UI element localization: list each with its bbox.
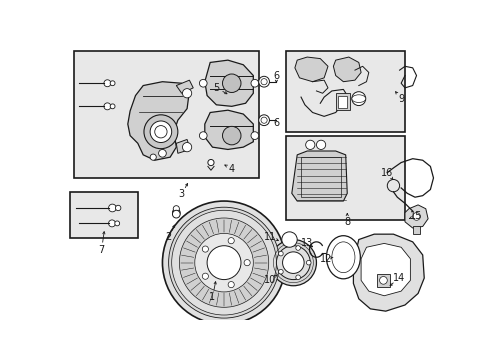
Text: 6: 6 [273, 71, 279, 81]
Ellipse shape [331, 242, 354, 273]
Bar [285, 136, 404, 220]
Text: 12: 12 [319, 254, 331, 264]
Circle shape [295, 275, 300, 280]
Circle shape [171, 210, 276, 315]
Text: 14: 14 [392, 273, 404, 283]
Circle shape [179, 218, 268, 307]
Circle shape [202, 273, 208, 279]
Circle shape [173, 206, 179, 212]
Circle shape [306, 260, 310, 265]
Polygon shape [333, 57, 360, 82]
Circle shape [282, 252, 304, 274]
Circle shape [222, 126, 241, 145]
Circle shape [110, 104, 115, 109]
Circle shape [276, 246, 310, 280]
Bar [376, 274, 389, 287]
Circle shape [108, 220, 115, 227]
Circle shape [227, 282, 234, 288]
Text: 2: 2 [165, 232, 171, 242]
Bar [74, 51, 258, 178]
Circle shape [162, 201, 285, 324]
Bar [337, 95, 346, 108]
Circle shape [305, 140, 314, 149]
Circle shape [244, 260, 250, 266]
Text: 4: 4 [228, 164, 234, 174]
Text: 1: 1 [209, 292, 215, 302]
Circle shape [270, 239, 316, 286]
Circle shape [194, 233, 253, 292]
Circle shape [172, 209, 180, 216]
Text: 6: 6 [273, 117, 279, 127]
Bar [301, 157, 341, 197]
Text: 7: 7 [98, 244, 104, 255]
Circle shape [154, 126, 167, 138]
Circle shape [412, 213, 420, 220]
Circle shape [258, 115, 269, 126]
Text: 13: 13 [301, 238, 313, 248]
Circle shape [379, 276, 386, 284]
Text: 15: 15 [409, 211, 422, 221]
Circle shape [115, 205, 121, 211]
Text: 8: 8 [344, 217, 349, 227]
Text: 5: 5 [213, 83, 219, 93]
Circle shape [150, 154, 156, 160]
Circle shape [150, 121, 171, 143]
Circle shape [261, 117, 266, 123]
Text: 10: 10 [264, 275, 276, 285]
Circle shape [351, 92, 365, 105]
Circle shape [250, 132, 258, 139]
Circle shape [108, 204, 116, 212]
Polygon shape [204, 110, 253, 149]
Bar [70, 192, 138, 238]
Circle shape [278, 251, 283, 256]
Circle shape [295, 246, 300, 250]
Circle shape [199, 132, 207, 139]
Polygon shape [412, 226, 420, 234]
Text: 11: 11 [264, 232, 276, 242]
Circle shape [250, 80, 258, 87]
Circle shape [227, 238, 234, 244]
Circle shape [182, 89, 191, 98]
Polygon shape [353, 234, 424, 311]
Circle shape [182, 143, 191, 152]
Circle shape [104, 103, 111, 110]
Bar [335, 93, 349, 110]
Circle shape [261, 78, 266, 85]
Circle shape [110, 81, 115, 86]
Circle shape [172, 210, 180, 218]
Circle shape [115, 221, 120, 226]
Polygon shape [404, 205, 427, 228]
Ellipse shape [326, 236, 360, 279]
Circle shape [104, 80, 111, 87]
Circle shape [199, 80, 207, 87]
Circle shape [258, 76, 269, 87]
Text: 3: 3 [178, 189, 184, 199]
Polygon shape [176, 139, 190, 153]
Circle shape [168, 207, 279, 318]
Circle shape [278, 269, 283, 274]
Circle shape [158, 149, 166, 157]
Polygon shape [176, 80, 193, 93]
Polygon shape [204, 60, 253, 106]
Polygon shape [127, 82, 189, 160]
Bar [285, 51, 404, 132]
Circle shape [202, 246, 208, 252]
Polygon shape [360, 243, 409, 296]
Text: 16: 16 [380, 167, 393, 177]
Circle shape [316, 140, 325, 149]
Text: 9: 9 [397, 94, 404, 104]
Circle shape [143, 115, 178, 149]
Polygon shape [291, 151, 346, 201]
Circle shape [222, 74, 241, 93]
Circle shape [281, 232, 297, 247]
Circle shape [207, 159, 214, 166]
Circle shape [207, 246, 241, 280]
Ellipse shape [351, 95, 365, 103]
Polygon shape [294, 57, 327, 82]
